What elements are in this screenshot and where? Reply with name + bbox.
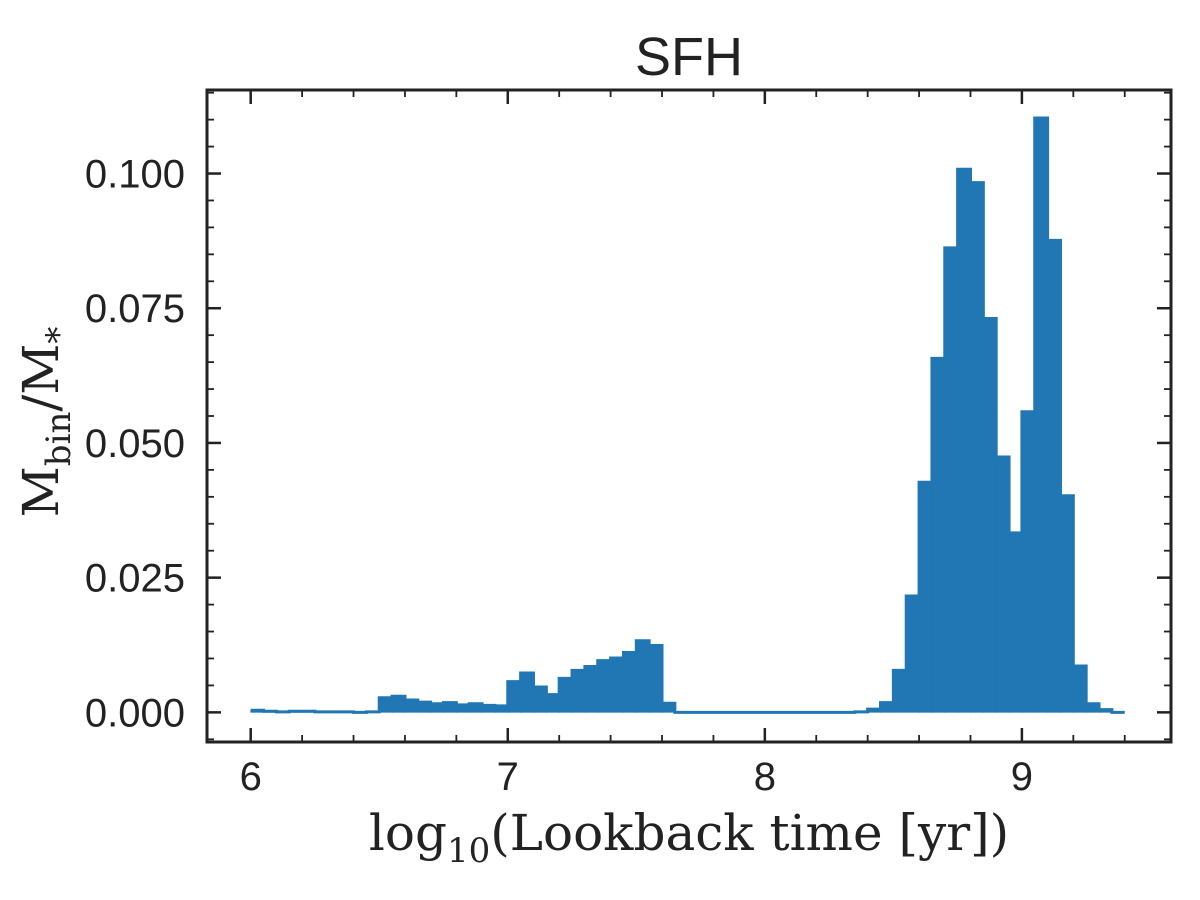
histogram-bar <box>533 686 548 713</box>
histogram-bar <box>905 595 920 713</box>
histogram-bar <box>635 640 650 713</box>
histogram-bar <box>1008 532 1023 713</box>
histogram-bar <box>944 247 959 713</box>
x-tick-label: 6 <box>240 755 262 799</box>
histogram-bar <box>983 318 997 713</box>
histogram-bar <box>507 681 522 713</box>
histogram-bar <box>1034 117 1049 713</box>
histogram-bar <box>571 670 586 713</box>
x-tick-label: 8 <box>754 755 776 799</box>
histogram-bar <box>584 666 599 713</box>
y-tick-label: 0.050 <box>85 422 185 466</box>
histogram-bar <box>1021 411 1036 713</box>
histogram-bar <box>546 694 560 713</box>
histogram-bar <box>995 456 1010 713</box>
histogram-bar <box>417 701 432 713</box>
histogram-bar <box>391 695 406 713</box>
histogram-bar <box>1060 495 1075 713</box>
histogram-bar <box>404 699 419 713</box>
histogram-bar <box>558 678 573 713</box>
y-tick-label: 0.075 <box>85 287 185 331</box>
histogram-bar <box>1047 240 1062 713</box>
histogram-bar <box>597 660 612 713</box>
y-tick-label: 0.025 <box>85 557 185 601</box>
histogram-bar <box>378 697 393 713</box>
tick-labels: 6 7 8 9 0.000 0.025 0.050 0.075 0.100 <box>85 153 1033 799</box>
y-tick-label: 0.100 <box>85 153 185 197</box>
chart-title: SFH <box>635 27 743 87</box>
x-tick-label: 7 <box>497 755 519 799</box>
histogram-bar <box>648 645 663 713</box>
histogram-bar <box>893 670 907 713</box>
histogram-bar <box>957 168 972 713</box>
histogram-bar <box>623 652 638 713</box>
histogram-bar <box>970 182 985 713</box>
histogram-bar <box>610 657 625 713</box>
histogram-bar <box>1073 665 1087 713</box>
x-axis-label: log10(Lookback time [yr]) <box>369 804 1009 871</box>
bars-group <box>250 117 1113 713</box>
histogram-bar <box>520 672 535 713</box>
histogram-outline <box>250 116 1125 714</box>
y-axis-label: Mbin/M* <box>12 327 79 518</box>
histogram-bar <box>931 358 946 713</box>
x-tick-label: 9 <box>1011 755 1033 799</box>
y-tick-label: 0.000 <box>85 691 185 735</box>
plot-frame <box>205 88 1173 744</box>
histogram-bar <box>918 481 933 713</box>
